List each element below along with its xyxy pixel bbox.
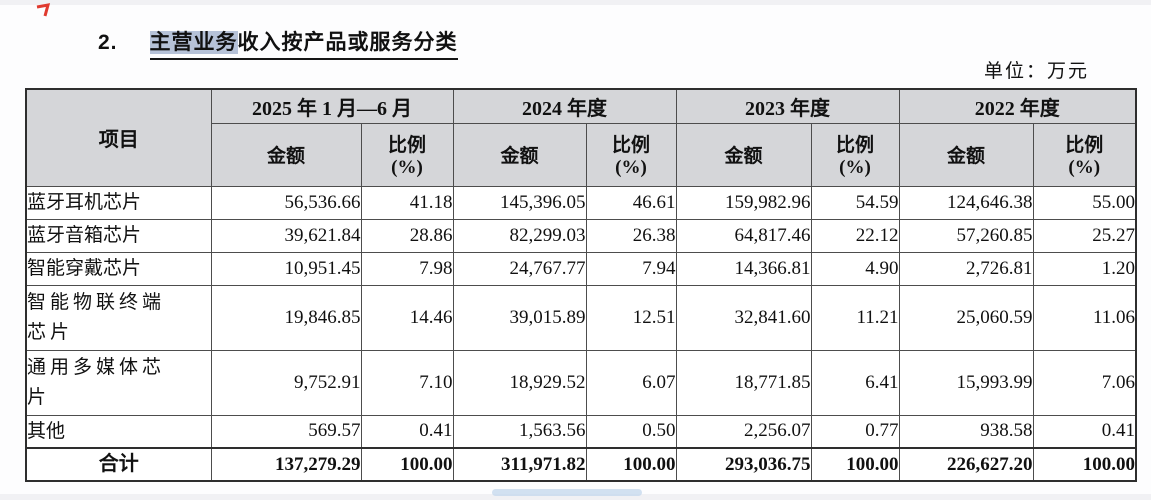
total-ratio-cell: 100.00 — [810, 447, 900, 482]
amount-cell: 19,846.85 — [210, 284, 362, 351]
ratio-cell: 1.20 — [1032, 251, 1137, 286]
row-item-name: 蓝牙音箱芯片 — [25, 218, 212, 253]
amount-cell: 159,982.96 — [675, 185, 812, 220]
amount-cell: 39,015.89 — [452, 284, 587, 351]
row-item-name: 智能物联终端 芯片 — [25, 284, 212, 351]
table-header-periods: 项目 2025 年 1 月—6 月 2024 年度 2023 年度 2022 年… — [25, 88, 1137, 187]
ratio-cell: 22.12 — [810, 218, 900, 253]
ratio-cell: 0.77 — [810, 414, 900, 449]
red-annotation-icon — [36, 3, 52, 17]
table-row: 其他 569.57 0.41 1,563.56 0.50 2,256.07 0.… — [25, 414, 1137, 449]
row-item-name: 蓝牙耳机芯片 — [25, 185, 212, 220]
column-header-ratio: 比例 (%) — [360, 122, 454, 187]
section-title: 2. 主营业务收入按产品或服务分类 — [98, 26, 458, 60]
total-ratio-cell: 100.00 — [360, 447, 454, 482]
amount-cell: 15,993.99 — [898, 349, 1034, 416]
ratio-cell: 7.06 — [1032, 349, 1137, 416]
table-total-row: 合计 137,279.29 100.00 311,971.82 100.00 2… — [25, 447, 1137, 482]
table-header-sub: 金额 比例 (%) 金额 比例 (%) 金额 比例 (%) 金额 比例 (%) — [26, 122, 1137, 187]
column-header-period-2022: 2022 年度 — [898, 88, 1137, 124]
section-title-text: 主营业务收入按产品或服务分类 — [149, 26, 458, 60]
total-amount-cell: 226,627.20 — [898, 447, 1034, 482]
section-number: 2. — [98, 31, 118, 54]
amount-cell: 56,536.66 — [210, 185, 362, 220]
title-rest-text: 收入按产品或服务分类 — [237, 31, 458, 54]
row-item-name: 通用多媒体芯 片 — [25, 349, 212, 416]
ratio-cell: 54.59 — [810, 185, 900, 220]
ratio-cell: 11.21 — [810, 284, 900, 351]
ratio-cell: 0.41 — [1032, 414, 1137, 449]
column-header-item: 项目 — [25, 88, 212, 187]
amount-cell: 2,726.81 — [898, 251, 1034, 286]
column-header-ratio: 比例 (%) — [585, 122, 677, 187]
ratio-cell: 0.50 — [585, 414, 677, 449]
ratio-cell: 4.90 — [810, 251, 900, 286]
amount-cell: 25,060.59 — [898, 284, 1034, 351]
amount-cell: 39,621.84 — [210, 218, 362, 253]
ratio-cell: 11.06 — [1032, 284, 1137, 351]
total-ratio-cell: 100.00 — [1032, 447, 1137, 482]
column-header-amount: 金额 — [675, 122, 812, 187]
amount-cell: 145,396.05 — [452, 185, 587, 220]
amount-cell: 1,563.56 — [452, 414, 587, 449]
ratio-cell: 7.98 — [360, 251, 454, 286]
ratio-cell: 7.10 — [360, 349, 454, 416]
table-row: 蓝牙耳机芯片 56,536.66 41.18 145,396.05 46.61 … — [25, 185, 1137, 220]
column-header-period-2023: 2023 年度 — [675, 88, 900, 124]
ratio-cell: 26.38 — [585, 218, 677, 253]
page-bottom-edge — [0, 494, 1151, 500]
amount-cell: 938.58 — [898, 414, 1034, 449]
amount-cell: 18,929.52 — [452, 349, 587, 416]
amount-cell: 64,817.46 — [675, 218, 812, 253]
title-highlighted-text: 主营业务 — [149, 31, 238, 54]
table-row: 智能物联终端 芯片 19,846.85 14.46 39,015.89 12.5… — [25, 284, 1137, 351]
amount-cell: 24,767.77 — [452, 251, 587, 286]
amount-cell: 10,951.45 — [210, 251, 362, 286]
amount-cell: 9,752.91 — [210, 349, 362, 416]
ratio-cell: 6.07 — [585, 349, 677, 416]
column-header-amount: 金额 — [898, 122, 1034, 187]
column-header-amount: 金额 — [452, 122, 587, 187]
ratio-cell: 25.27 — [1032, 218, 1137, 253]
total-amount-cell: 293,036.75 — [675, 447, 812, 482]
unit-label: 单位：万元 — [983, 61, 1089, 82]
ratio-cell: 41.18 — [360, 185, 454, 220]
table-row: 智能穿戴芯片 10,951.45 7.98 24,767.77 7.94 14,… — [25, 251, 1137, 286]
table-row: 通用多媒体芯 片 9,752.91 7.10 18,929.52 6.07 18… — [25, 349, 1137, 416]
row-item-name: 智能穿戴芯片 — [25, 251, 212, 286]
total-ratio-cell: 100.00 — [585, 447, 677, 482]
amount-cell: 569.57 — [210, 414, 362, 449]
table-row: 蓝牙音箱芯片 39,621.84 28.86 82,299.03 26.38 6… — [25, 218, 1137, 253]
revenue-by-product-table: 项目 2025 年 1 月—6 月 2024 年度 2023 年度 2022 年… — [25, 88, 1137, 482]
ratio-cell: 14.46 — [360, 284, 454, 351]
ratio-cell: 7.94 — [585, 251, 677, 286]
ratio-cell: 0.41 — [360, 414, 454, 449]
ratio-cell: 6.41 — [810, 349, 900, 416]
column-header-period-2024: 2024 年度 — [452, 88, 677, 124]
amount-cell: 82,299.03 — [452, 218, 587, 253]
ratio-cell: 28.86 — [360, 218, 454, 253]
row-item-name: 其他 — [25, 414, 212, 449]
amount-cell: 2,256.07 — [675, 414, 812, 449]
ratio-cell: 12.51 — [585, 284, 677, 351]
total-label: 合计 — [25, 447, 212, 482]
amount-cell: 57,260.85 — [898, 218, 1034, 253]
scrollbar-thumb[interactable] — [492, 489, 642, 496]
amount-cell: 14,366.81 — [675, 251, 812, 286]
column-header-ratio: 比例 (%) — [1032, 122, 1137, 187]
column-header-ratio: 比例 (%) — [810, 122, 900, 187]
amount-cell: 18,771.85 — [675, 349, 812, 416]
ratio-cell: 46.61 — [585, 185, 677, 220]
total-amount-cell: 137,279.29 — [210, 447, 362, 482]
total-amount-cell: 311,971.82 — [452, 447, 587, 482]
page-top-edge — [0, 0, 1151, 5]
amount-cell: 124,646.38 — [898, 185, 1034, 220]
amount-cell: 32,841.60 — [675, 284, 812, 351]
column-header-period-2025h1: 2025 年 1 月—6 月 — [210, 88, 454, 124]
column-header-amount: 金额 — [210, 122, 362, 187]
ratio-cell: 55.00 — [1032, 185, 1137, 220]
